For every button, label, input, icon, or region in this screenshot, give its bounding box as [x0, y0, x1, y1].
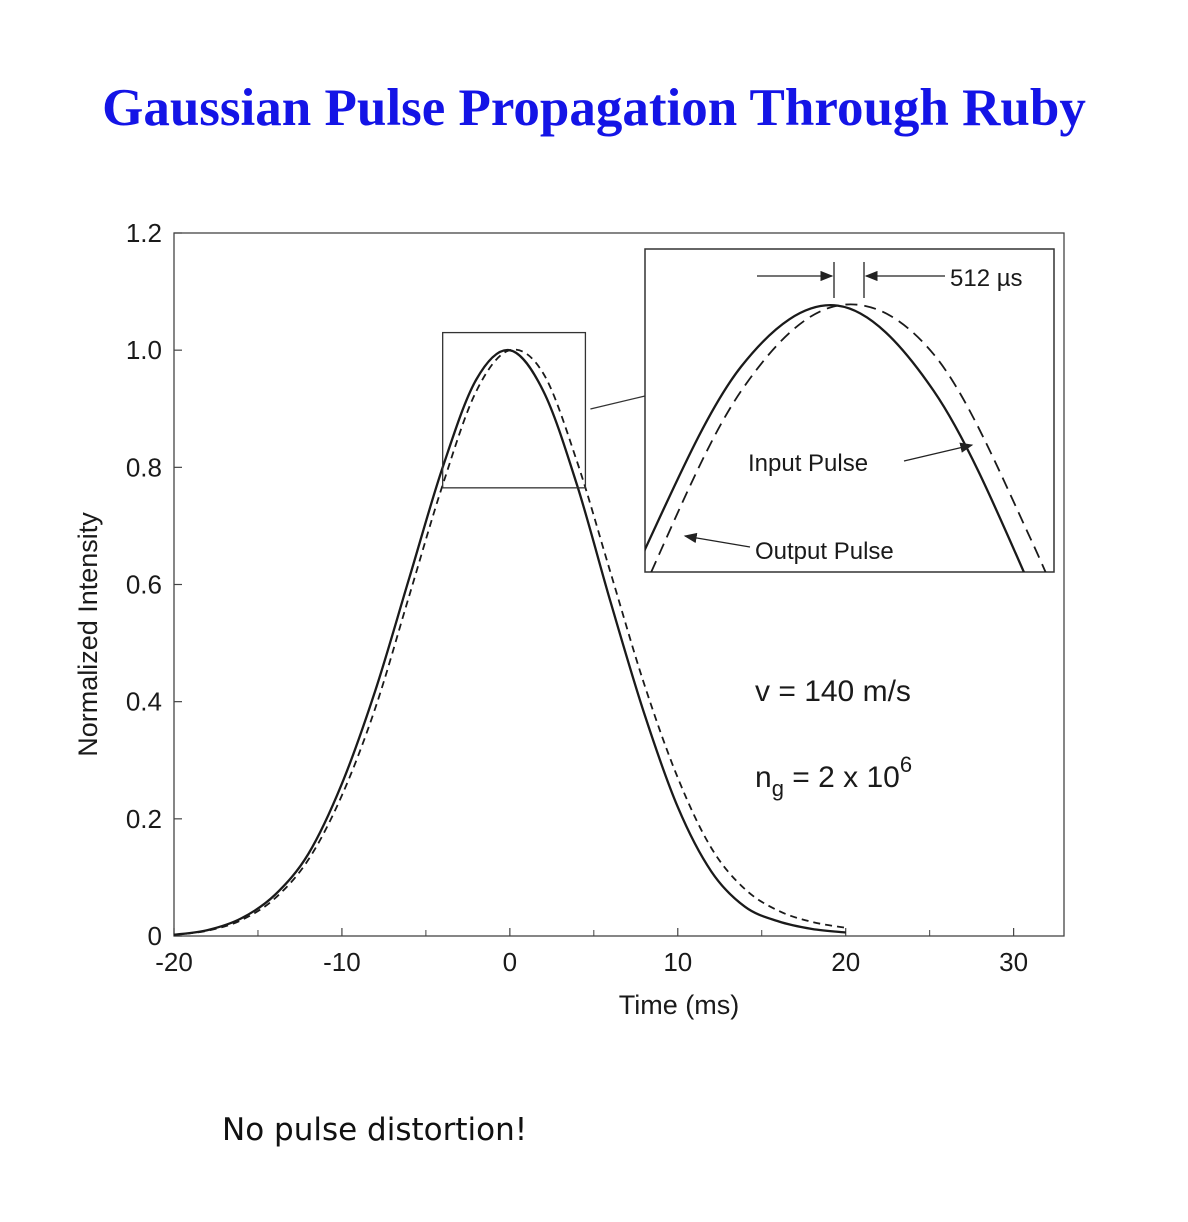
output-pulse-arrow [683, 532, 751, 548]
y-tick-label: 0.2 [126, 804, 162, 834]
x-tick-label: 0 [503, 947, 517, 977]
y-tick-label: 1.2 [126, 218, 162, 248]
inset-connector [590, 395, 646, 410]
y-tick-label: 0.4 [126, 687, 162, 717]
zoom-box [442, 331, 587, 489]
input-pulse-arrow [903, 442, 974, 462]
inset-input-pulse-line [645, 304, 1026, 572]
x-axis-label: Time (ms) [619, 990, 739, 1020]
y-tick-label: 0.6 [126, 570, 162, 600]
group-index-annotation: ng = 2 x 106 [755, 752, 912, 801]
x-tick-label: 10 [663, 947, 692, 977]
velocity-annotation: v = 140 m/s [755, 675, 911, 708]
axes-layer: -20 -10 0 10 20 30 0 0.2 0.4 0.6 0.8 1.0 1.2 Time (ms… [73, 218, 1065, 1020]
slide-title: Gaussian Pulse Propagation Through Ruby [102, 79, 1086, 137]
pulse-chart: -20 -10 0 10 20 30 0 0.2 0.4 0.6 0.8 1.0 1.2 Time (ms… [73, 218, 1065, 1020]
inset-output-pulse-line [650, 303, 1047, 572]
x-tick-label: 30 [999, 947, 1028, 977]
y-tick-label: 0.8 [126, 452, 162, 482]
annotation-layer: v = 140 m/s ng = 2 x 106 [755, 675, 912, 801]
input-pulse-label: Input Pulse [748, 450, 868, 477]
x-tick-label: -20 [155, 947, 193, 977]
delay-label: 512 µs [950, 265, 1023, 292]
x-tick-label: 20 [831, 947, 860, 977]
output-pulse-label: Output Pulse [755, 538, 894, 565]
x-tick-label: -10 [323, 947, 361, 977]
y-axis-label: Normalized Intensity [73, 512, 103, 757]
output-pulse-line [173, 348, 846, 936]
y-tick-label: 1.0 [126, 335, 162, 365]
inset-frame [644, 248, 1055, 573]
y-tick-label: 0 [148, 921, 162, 951]
inset-layer: 512 µs Input Pulse Output Pulse [590, 248, 1055, 573]
curves-layer [173, 331, 846, 936]
footnote: No pulse distortion! [222, 1112, 528, 1148]
